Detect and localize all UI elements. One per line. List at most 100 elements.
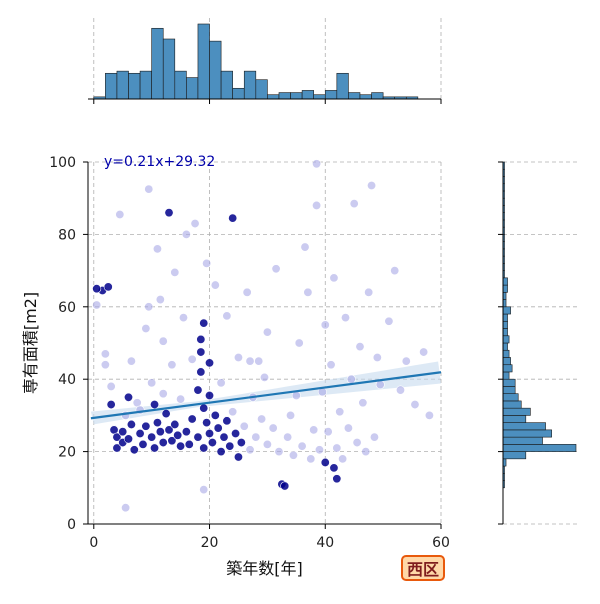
scatter-point [176,394,186,404]
scatter-point [100,360,110,370]
scatter-point [329,273,339,283]
scatter-point [100,349,110,359]
top-hist-bar [174,70,187,100]
scatter-point [314,445,324,455]
scatter-point [233,352,243,362]
scatter-point [170,267,180,277]
scatter-point [115,209,125,219]
right-hist-bar [502,415,527,423]
scatter-point [233,452,243,462]
scatter-point [121,503,131,513]
top-hist-bar [197,23,210,100]
scatter-point [138,439,148,449]
scatter-point [152,418,162,428]
x-tick-label: 20 [201,535,219,551]
right-hist-bar [502,400,522,409]
scatter-point [205,428,215,438]
top-hist-bar [290,92,303,100]
scatter-point [199,485,209,495]
scatter-point [193,432,203,442]
scatter-point [106,381,116,391]
scatter-point [346,374,356,384]
top-hist-bar [243,70,257,100]
right-hist-bar [502,328,508,337]
right-hist-bar [502,444,577,452]
scatter-point [401,356,411,366]
y-tick-label: 40 [58,372,76,388]
scatter-point [231,428,241,438]
scatter-point [271,264,281,274]
scatter-point [268,423,278,433]
scatter-point [164,208,174,218]
scatter-point [199,403,209,413]
top-hist-bar [128,72,141,100]
scatter-point [254,356,264,366]
scatter-point [92,300,102,310]
scatter-point [309,425,319,435]
y-axis-label: 専有面積[m2] [21,292,40,394]
scatter-point [372,352,382,362]
scatter-point [236,438,246,448]
scatter-point [205,358,215,368]
scatter-point [245,445,255,455]
scatter-point [170,419,180,429]
scatter-point [147,378,157,388]
top-hist-bar [139,70,152,100]
confidence-band [90,361,442,425]
scatter-point [419,347,429,357]
right-hist-bar [502,386,516,394]
right-hist-bar [502,284,508,293]
scatter-point [358,398,368,408]
scatter-point [320,320,330,330]
scatter-point [219,432,229,442]
scatter-point [329,463,339,473]
scatter-point [225,441,235,451]
scatter-point [242,287,252,297]
y-tick-label: 60 [58,300,76,316]
top-hist-bar [209,40,222,100]
scatter-point [222,311,232,321]
right-hist-bar [502,429,552,438]
scatter-point [338,454,348,464]
scatter-point [112,432,122,442]
scatter-point [144,184,154,194]
scatter-point [196,347,206,357]
scatter-point [141,421,151,431]
scatter-point [167,360,177,370]
top-histogram [93,23,419,100]
scatter-point [187,354,197,364]
right-hist-bar [502,357,511,366]
top-hist-bar [151,27,164,100]
scatter-point [341,313,351,323]
top-hist-bar [359,94,372,100]
scatter-point [210,280,220,290]
top-hist-bar [105,72,118,100]
scatter-point [245,356,255,366]
scatter-point [303,287,313,297]
right-hist-bar [502,393,519,402]
scatter-point [300,242,310,252]
scatter-point [190,219,200,229]
scatter-point [424,410,434,420]
scatter-point [161,409,171,419]
scatter-point [126,356,136,366]
right-histogram [502,161,577,489]
top-hist-bar [371,92,384,100]
scatter-point [207,438,217,448]
scatter-point [216,447,226,457]
y-tick-label: 80 [58,227,76,243]
ward-badge: 西区 [401,555,445,581]
scatter-point [150,443,160,453]
scatter-point [155,295,165,305]
scatter-point [312,159,322,169]
scatter-point [410,400,420,410]
scatter-point [199,443,209,453]
scatter-point [286,410,296,420]
y-tick-label: 20 [58,445,76,461]
regression-equation: y=0.21x+29.32 [104,154,215,170]
scatter-point [320,457,330,467]
scatter-point [144,302,154,312]
scatter-point [141,324,151,334]
scatter-point [205,390,215,400]
y-tick-label: 100 [49,155,76,171]
